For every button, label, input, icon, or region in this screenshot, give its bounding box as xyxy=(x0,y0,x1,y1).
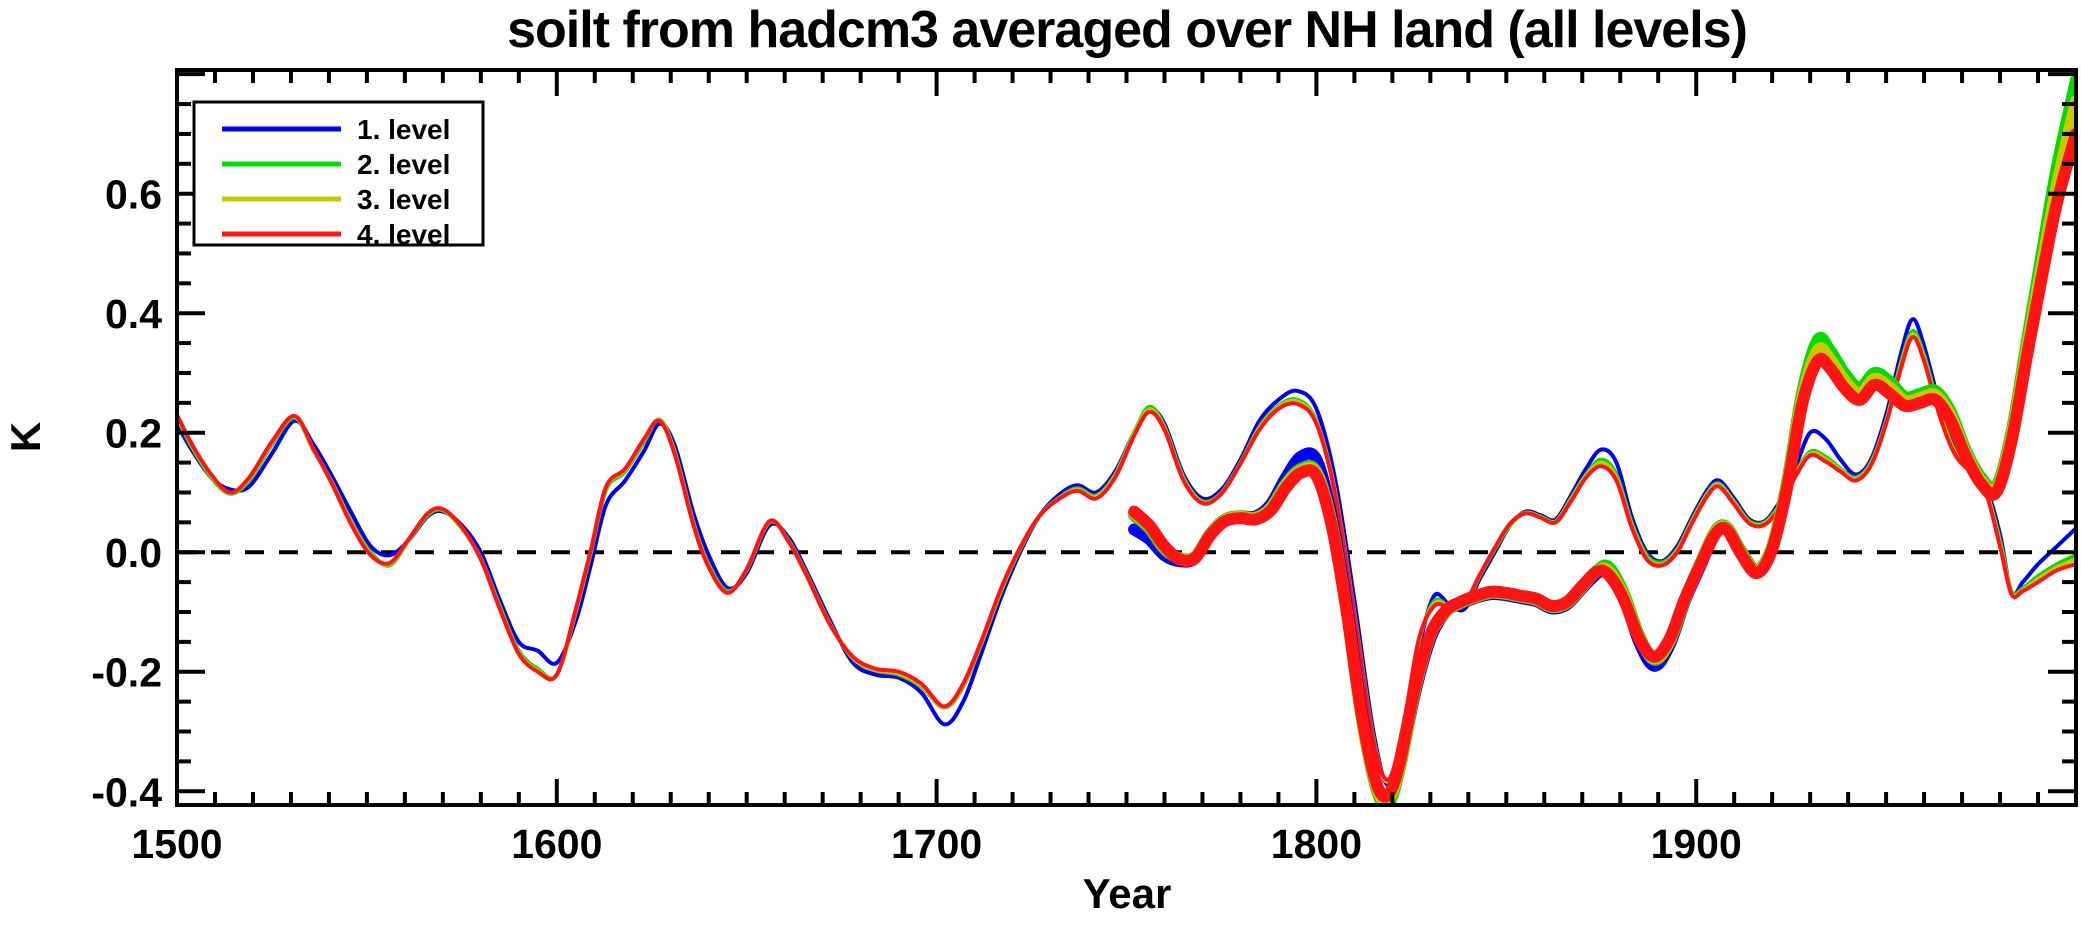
y-axis-label: K xyxy=(2,422,49,452)
y-tick-label: -0.2 xyxy=(91,650,162,696)
legend-box xyxy=(192,100,485,247)
y-tick-label: -0.4 xyxy=(91,769,162,815)
tick-labels-group: 1500 1600 1700 1800 1900 -0.4 -0.2 0.0 0.2 0.4 0.6 xyxy=(91,172,1741,867)
x-tick-label: 1900 xyxy=(1651,821,1742,867)
series-lines-group xyxy=(177,74,2076,805)
series-line-2-level-thin xyxy=(177,329,2076,785)
x-tick-label: 1700 xyxy=(891,821,982,867)
y-tick-label: 0.0 xyxy=(105,530,162,576)
chart-title: soilt from hadcm3 averaged over NH land … xyxy=(507,1,1747,59)
y-tick-label: 0.2 xyxy=(105,411,162,457)
series-line-2-level-thick xyxy=(1128,74,2076,805)
x-tick-label: 1600 xyxy=(511,821,602,867)
axis-ticks-group xyxy=(175,70,2078,805)
y-tick-label: 0.6 xyxy=(105,172,162,218)
legend-item-label: 1. level xyxy=(357,114,450,145)
legend-item-label: 2. level xyxy=(357,149,450,180)
series-line-3-level-thin xyxy=(177,332,2076,784)
series-line-4-level-thin xyxy=(177,335,2076,782)
y-tick-label: 0.4 xyxy=(105,291,162,337)
x-tick-label: 1500 xyxy=(131,821,222,867)
x-tick-label: 1800 xyxy=(1271,821,1362,867)
legend: 1. level 2. level 3. level 4. level xyxy=(192,100,485,250)
legend-item-label: 3. level xyxy=(357,184,450,215)
series-line-1-level-thick xyxy=(1128,86,2076,805)
legend-item-label: 4. level xyxy=(357,219,450,250)
series-line-4-level-thick xyxy=(1128,127,2076,803)
x-axis-label: Year xyxy=(1083,870,1172,917)
